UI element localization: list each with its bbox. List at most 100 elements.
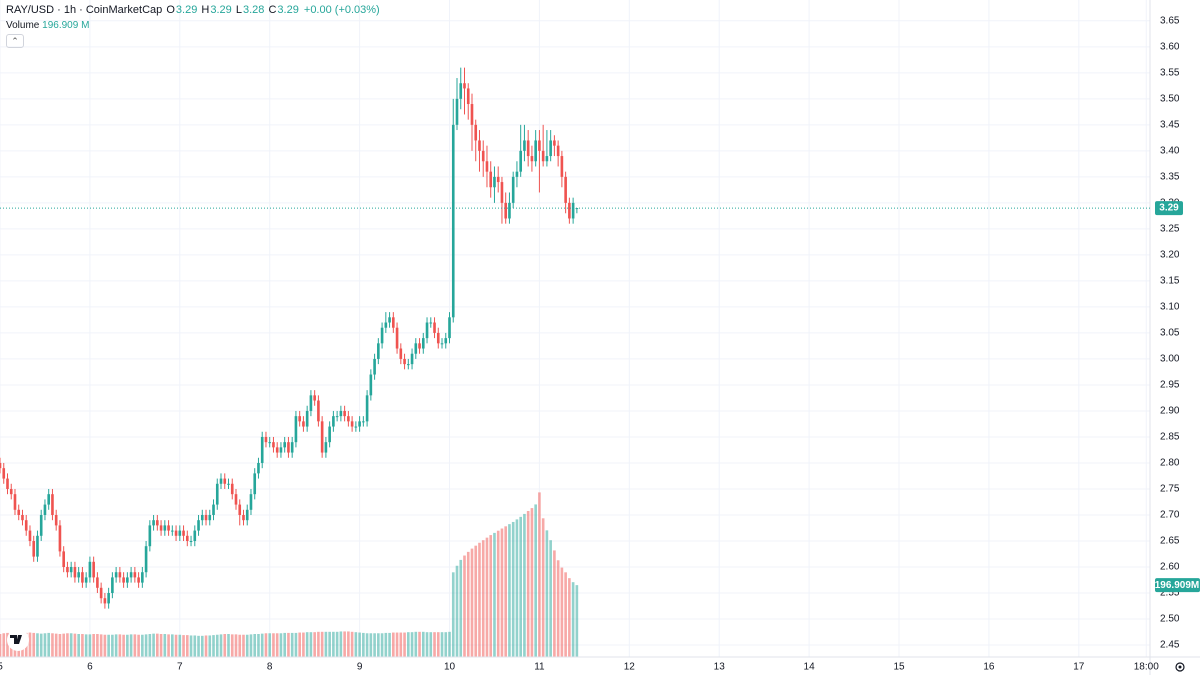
volume-bar [36, 633, 39, 657]
grid [0, 0, 1150, 657]
candle-body [275, 447, 279, 453]
candle-body [260, 436, 264, 463]
volume-bar [466, 551, 470, 657]
candle-body [511, 176, 515, 203]
volume-bar [410, 632, 414, 657]
volume-bar [493, 532, 496, 657]
candle-body [230, 483, 234, 495]
candle-body [519, 150, 522, 172]
candle-body [58, 525, 62, 552]
volume-bar [320, 631, 324, 657]
candle-body [421, 338, 425, 349]
volume-bar [373, 633, 376, 657]
candle-body [66, 567, 69, 573]
candle-body [129, 572, 133, 578]
candle-body [133, 572, 137, 578]
volume-bar [425, 632, 429, 657]
volume-bar [114, 634, 118, 657]
volume-bar [489, 535, 493, 657]
candle-body [298, 416, 301, 422]
candle-body [541, 150, 545, 162]
volume-bar [182, 635, 185, 657]
volume-bar [268, 633, 272, 657]
volume-bar [163, 634, 167, 657]
candle-body [17, 509, 21, 515]
candle-body [126, 577, 129, 583]
candle-body [141, 572, 144, 583]
volume-bar [238, 634, 242, 657]
volume-bar [156, 633, 159, 657]
candle-body [309, 395, 313, 411]
volume-bar [556, 560, 560, 657]
candle-body [324, 442, 328, 453]
volume-bar [392, 632, 395, 657]
volume-bar [245, 634, 249, 657]
candle-body [234, 494, 238, 505]
volume-bar [257, 634, 260, 657]
candle-body [174, 530, 178, 536]
settings-icon[interactable] [1175, 662, 1185, 672]
y-tick-label: 3.20 [1160, 250, 1180, 261]
candle-body [500, 182, 504, 203]
candle-body [414, 343, 418, 354]
volume-bar [317, 631, 320, 657]
candle-body [504, 202, 508, 219]
candle-body [88, 561, 92, 578]
volume-bar [215, 634, 219, 657]
x-tick-label: 15 [893, 662, 905, 673]
y-tick-label: 2.85 [1160, 432, 1180, 443]
volume-bar [350, 631, 354, 657]
volume-bar [178, 634, 182, 657]
volume-bar [504, 526, 508, 657]
candle-body [564, 176, 567, 203]
candle-body [481, 150, 485, 162]
volume-bar [560, 567, 564, 657]
x-tick-label: 17 [1073, 662, 1085, 673]
candle-body [137, 577, 140, 583]
volume-bar [414, 631, 418, 657]
candle-body [433, 322, 436, 333]
y-tick-label: 2.60 [1160, 562, 1180, 573]
candle-body [2, 468, 6, 479]
volume-bar [358, 632, 361, 657]
candle-body [568, 202, 571, 219]
volume-bar [511, 521, 515, 657]
y-tick-label: 3.40 [1160, 145, 1180, 156]
volume-bar [133, 634, 137, 657]
candle-body [39, 514, 43, 536]
volume-bar [0, 634, 2, 657]
x-tick-label: 14 [804, 662, 816, 673]
volume-bar [440, 632, 444, 657]
volume-bar [69, 633, 73, 657]
volume-bar [208, 635, 212, 657]
volume-bar [448, 631, 451, 657]
volume-bar [433, 632, 436, 657]
volume-bar [309, 632, 313, 657]
volume-bar [272, 633, 275, 657]
candle-body [283, 442, 287, 448]
candle-body [365, 395, 369, 422]
collapse-button[interactable]: ⌃ [6, 34, 24, 48]
candle-body [343, 410, 346, 417]
candle-body [238, 504, 242, 515]
candle-body [388, 317, 391, 323]
x-tick-label: 5 [0, 662, 3, 673]
candle-body [362, 421, 365, 423]
volume-bar [122, 634, 125, 657]
volume-bar [508, 524, 511, 657]
candle-body [358, 421, 361, 427]
candle-body [36, 535, 39, 557]
candle-body [32, 540, 36, 557]
candle-body [459, 83, 463, 99]
y-tick-label: 2.50 [1160, 614, 1180, 625]
volume-bar [474, 545, 478, 657]
candle-body [156, 520, 159, 526]
legend-value: 3.29 [175, 4, 198, 16]
volume-bar [28, 632, 32, 657]
volume-bar [193, 635, 197, 657]
candle-body [399, 348, 403, 359]
volume-bar [2, 633, 6, 657]
volume-bar [568, 578, 571, 657]
volume-bar [249, 634, 253, 657]
